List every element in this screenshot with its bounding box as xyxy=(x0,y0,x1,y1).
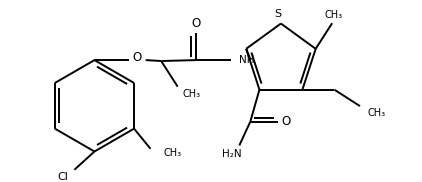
Text: CH₃: CH₃ xyxy=(367,108,385,118)
Text: CH₃: CH₃ xyxy=(182,89,200,99)
Text: O: O xyxy=(133,51,142,64)
Text: NH: NH xyxy=(239,55,254,65)
Text: O: O xyxy=(281,115,291,128)
Text: CH₃: CH₃ xyxy=(325,10,343,20)
Text: O: O xyxy=(191,17,200,30)
Text: H₂N: H₂N xyxy=(222,149,242,159)
Text: CH₃: CH₃ xyxy=(163,148,181,158)
Text: S: S xyxy=(275,9,282,19)
Text: Cl: Cl xyxy=(57,172,68,182)
